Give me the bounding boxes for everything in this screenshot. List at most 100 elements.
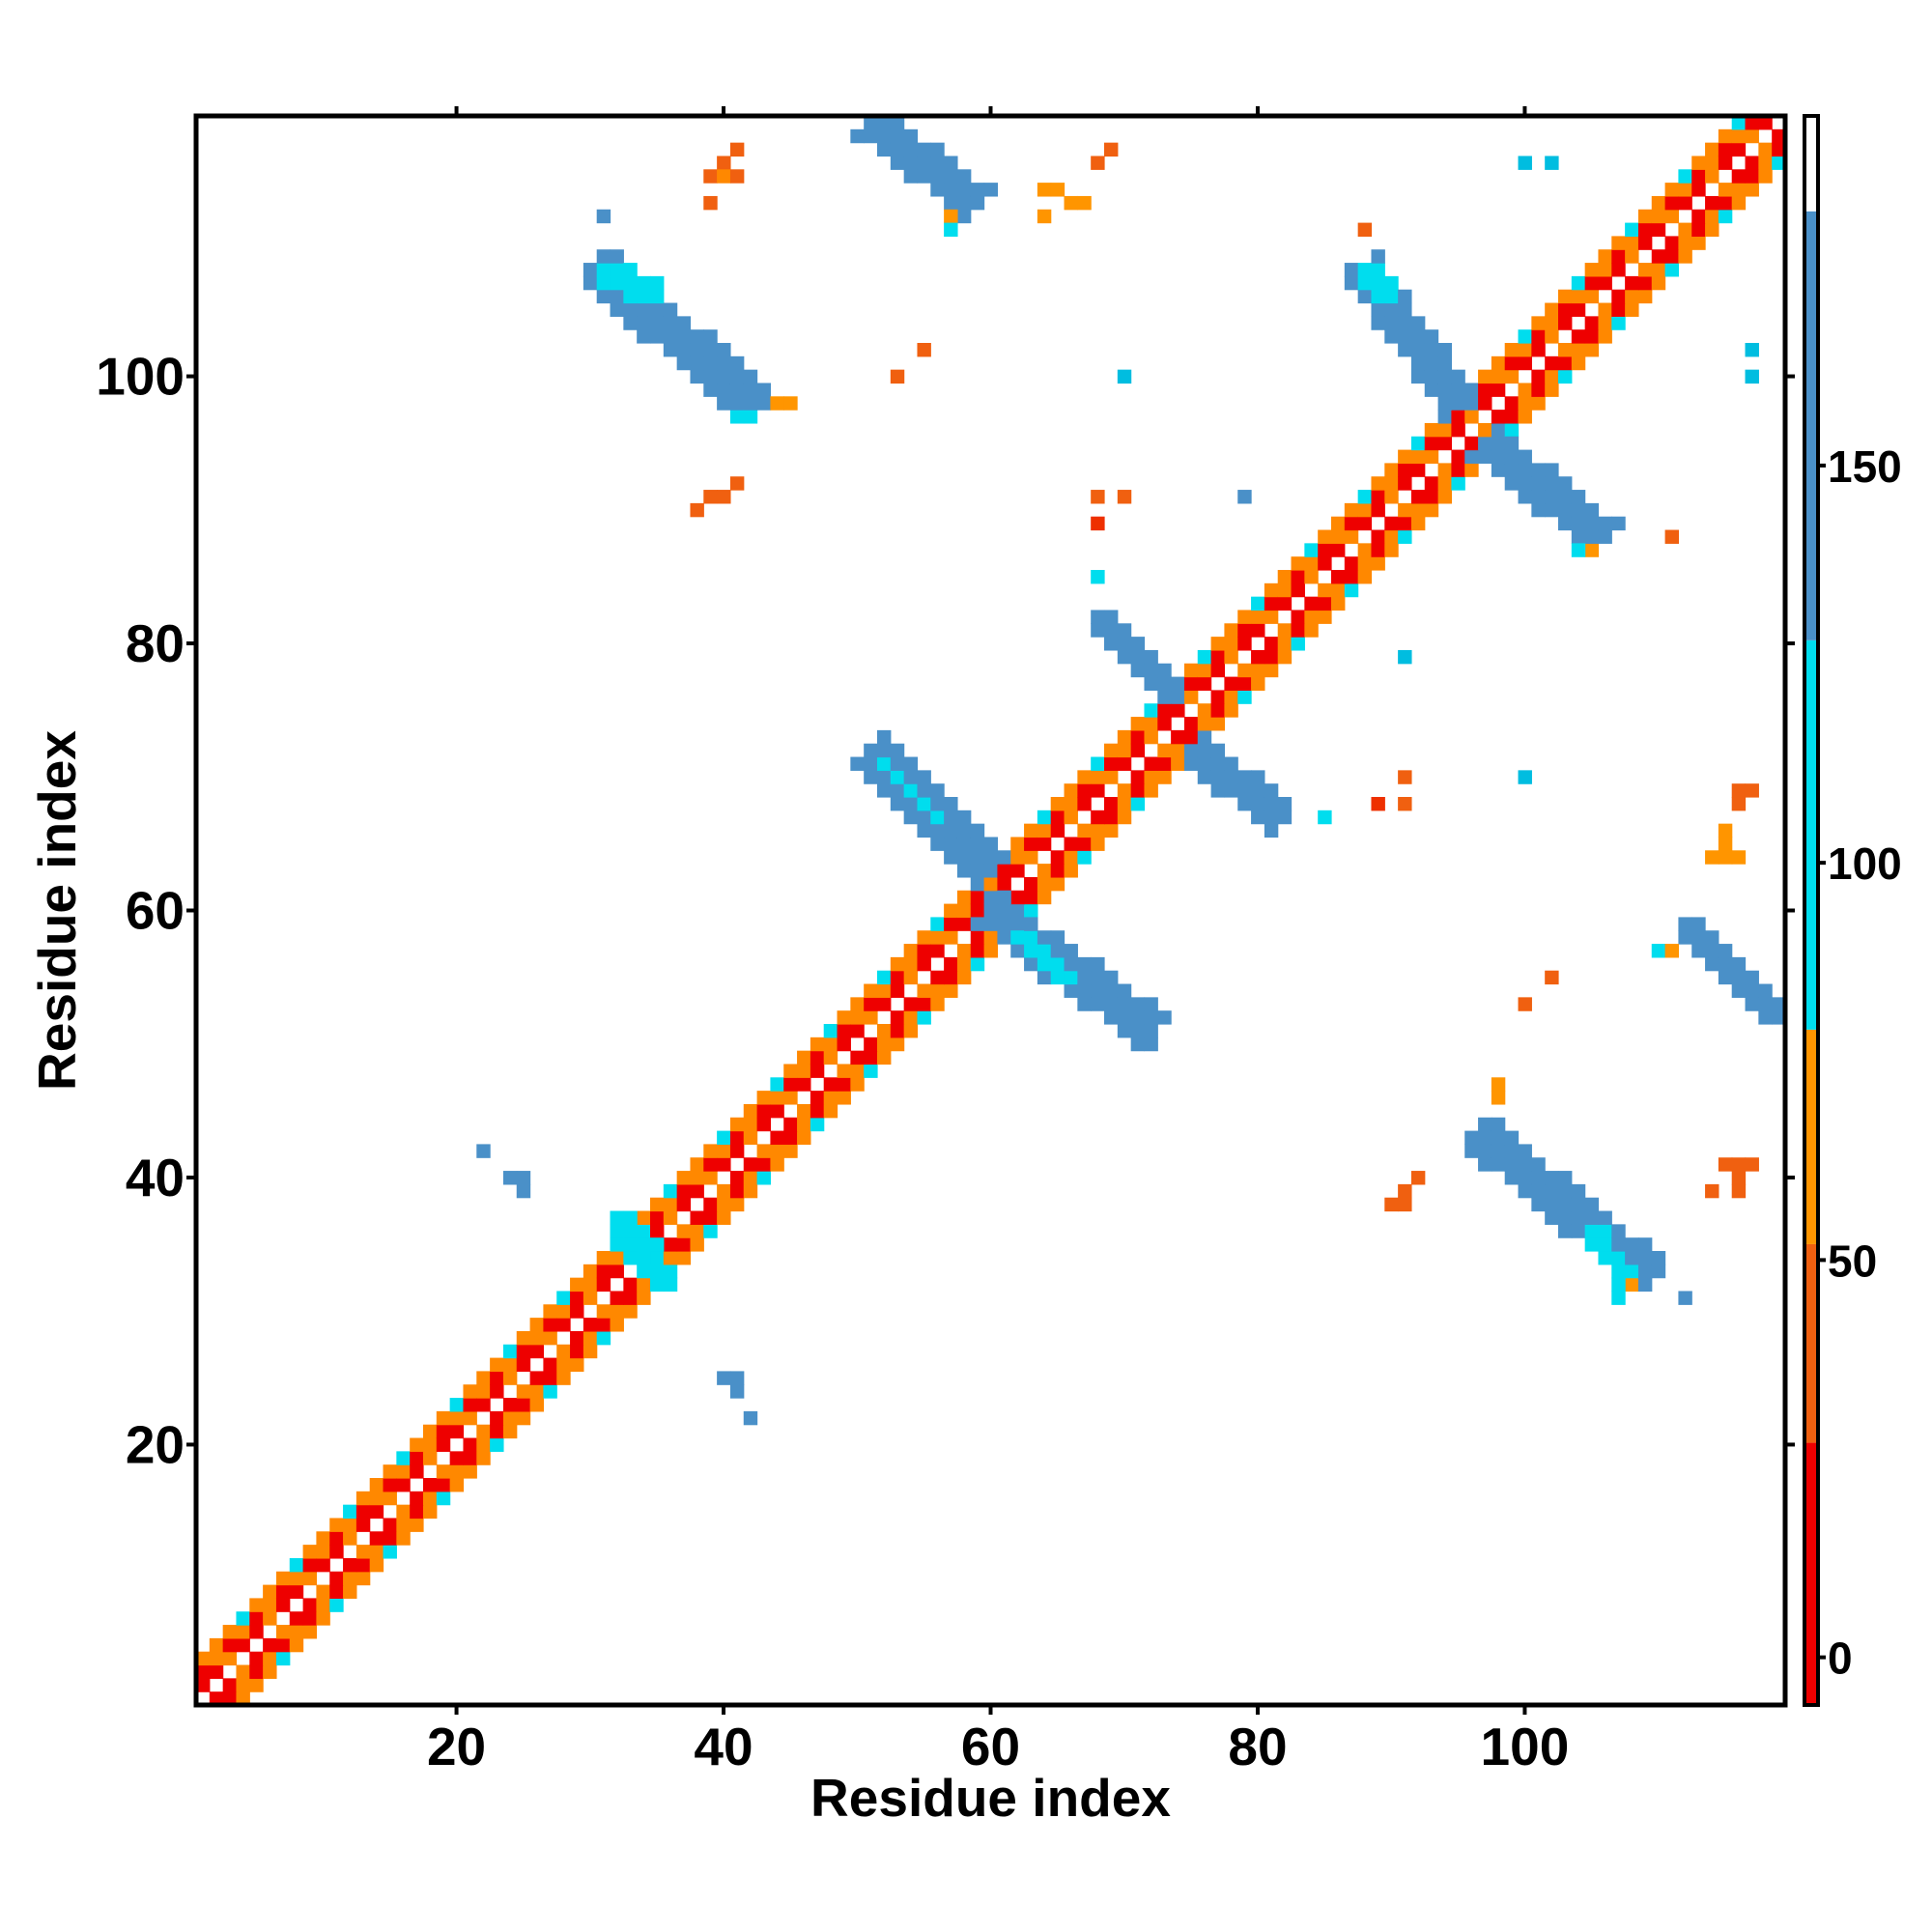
heatmap-cell (1531, 463, 1546, 477)
heatmap-cell (369, 1504, 384, 1520)
heatmap-cell (823, 1024, 838, 1038)
heatmap-cell (1024, 956, 1038, 972)
heatmap-cell (222, 1691, 238, 1706)
heatmap-cell (1504, 449, 1520, 465)
heatmap-cell (944, 823, 958, 838)
heatmap-cell (1344, 570, 1359, 584)
heatmap-cell (1745, 1157, 1759, 1172)
heatmap-cell (770, 1091, 784, 1105)
heatmap-cell (637, 275, 651, 291)
heatmap-cell (1398, 449, 1412, 465)
heatmap-cell (1371, 289, 1385, 304)
heatmap-cell (1144, 717, 1158, 731)
heatmap-cell (1010, 944, 1025, 958)
colorbar-band (1804, 1243, 1818, 1443)
heatmap-cell (783, 1091, 798, 1105)
heatmap-cell (449, 1451, 465, 1465)
heatmap-cell (917, 983, 931, 998)
heatmap-cell (1691, 156, 1706, 170)
heatmap-cell (1371, 476, 1385, 491)
heatmap-cell (877, 1037, 892, 1052)
heatmap-cell (1091, 810, 1105, 825)
heatmap-cell (663, 1210, 678, 1225)
heatmap-cell (396, 1504, 411, 1520)
heatmap-cell (1625, 275, 1639, 291)
heatmap-cell (1304, 556, 1319, 571)
heatmap-cell (1611, 302, 1626, 317)
heatmap-cell (1651, 944, 1666, 958)
heatmap-cell (1464, 396, 1479, 411)
heatmap-cell (997, 876, 1011, 892)
heatmap-cell (1104, 797, 1119, 811)
heatmap-cell (289, 1584, 304, 1600)
heatmap-cell (236, 1664, 250, 1679)
heatmap-cell (1157, 1010, 1172, 1025)
heatmap-cell (610, 249, 624, 264)
heatmap-cell (1531, 1197, 1546, 1212)
heatmap-cell (1545, 383, 1559, 397)
heatmap-cell (1077, 850, 1092, 865)
heatmap-cell (917, 797, 931, 811)
heatmap-cell (396, 1451, 411, 1465)
heatmap-cell (1104, 637, 1119, 651)
colorbar-band (1804, 639, 1818, 1030)
heatmap-cell (1357, 543, 1373, 557)
heatmap-cell (275, 1598, 291, 1612)
heatmap-cell (1224, 676, 1238, 692)
heatmap-cell (1558, 1224, 1573, 1238)
heatmap-cell (1598, 302, 1612, 317)
heatmap-cell (983, 183, 999, 197)
heatmap-cell (890, 743, 905, 758)
heatmap-cell (249, 1625, 264, 1639)
y-tick-label: 20 (126, 1414, 185, 1474)
heatmap-cell (1731, 116, 1747, 130)
heatmap-cell (423, 1478, 438, 1492)
heatmap-cell (837, 1077, 851, 1092)
heatmap-cell (703, 1197, 718, 1212)
heatmap-cell (1144, 770, 1158, 784)
heatmap-cell (1731, 169, 1747, 184)
heatmap-cell (983, 876, 999, 892)
heatmap-cell (890, 142, 905, 157)
heatmap-cell (436, 1464, 451, 1479)
heatmap-cell (1637, 263, 1653, 277)
heatmap-cell (703, 1157, 718, 1172)
heatmap-cell (516, 1384, 531, 1399)
heatmap-cell (355, 1557, 371, 1573)
heatmap-cell (1318, 556, 1332, 571)
heatmap-cell (930, 156, 945, 170)
heatmap-cell (690, 1183, 704, 1199)
heatmap-cell (729, 1183, 745, 1199)
heatmap-cell (877, 1050, 892, 1065)
colorbar-band (1804, 1029, 1818, 1244)
heatmap-cell (209, 1691, 224, 1706)
heatmap-cell (970, 850, 985, 865)
heatmap-cell (449, 1478, 465, 1492)
heatmap-cell (1117, 743, 1132, 758)
heatmap-cell (1625, 236, 1639, 250)
heatmap-cell (703, 343, 718, 357)
heatmap-cell (729, 1384, 745, 1399)
heatmap-cell (676, 1197, 692, 1212)
heatmap-cell (650, 275, 665, 291)
heatmap-cell (783, 1077, 798, 1092)
heatmap-cell (1518, 396, 1532, 411)
heatmap-cell (1050, 810, 1065, 825)
heatmap-cell (209, 1664, 224, 1679)
heatmap-cell (1491, 1144, 1506, 1158)
heatmap-cell (729, 1144, 745, 1158)
heatmap-cell (543, 1357, 557, 1373)
heatmap-cell (956, 209, 972, 224)
heatmap-cell (410, 1464, 424, 1479)
heatmap-cell (997, 864, 1011, 878)
heatmap-cell (1464, 1130, 1479, 1146)
heatmap-cell (1251, 797, 1265, 811)
heatmap-cell (1584, 1224, 1600, 1238)
heatmap-cell (717, 355, 731, 371)
heatmap-cell (610, 1291, 624, 1305)
heatmap-cell (1318, 582, 1332, 598)
heatmap-cell (423, 1424, 438, 1439)
heatmap-cell (1371, 302, 1385, 317)
heatmap-cell (1637, 275, 1653, 291)
heatmap-cell (476, 1437, 491, 1452)
